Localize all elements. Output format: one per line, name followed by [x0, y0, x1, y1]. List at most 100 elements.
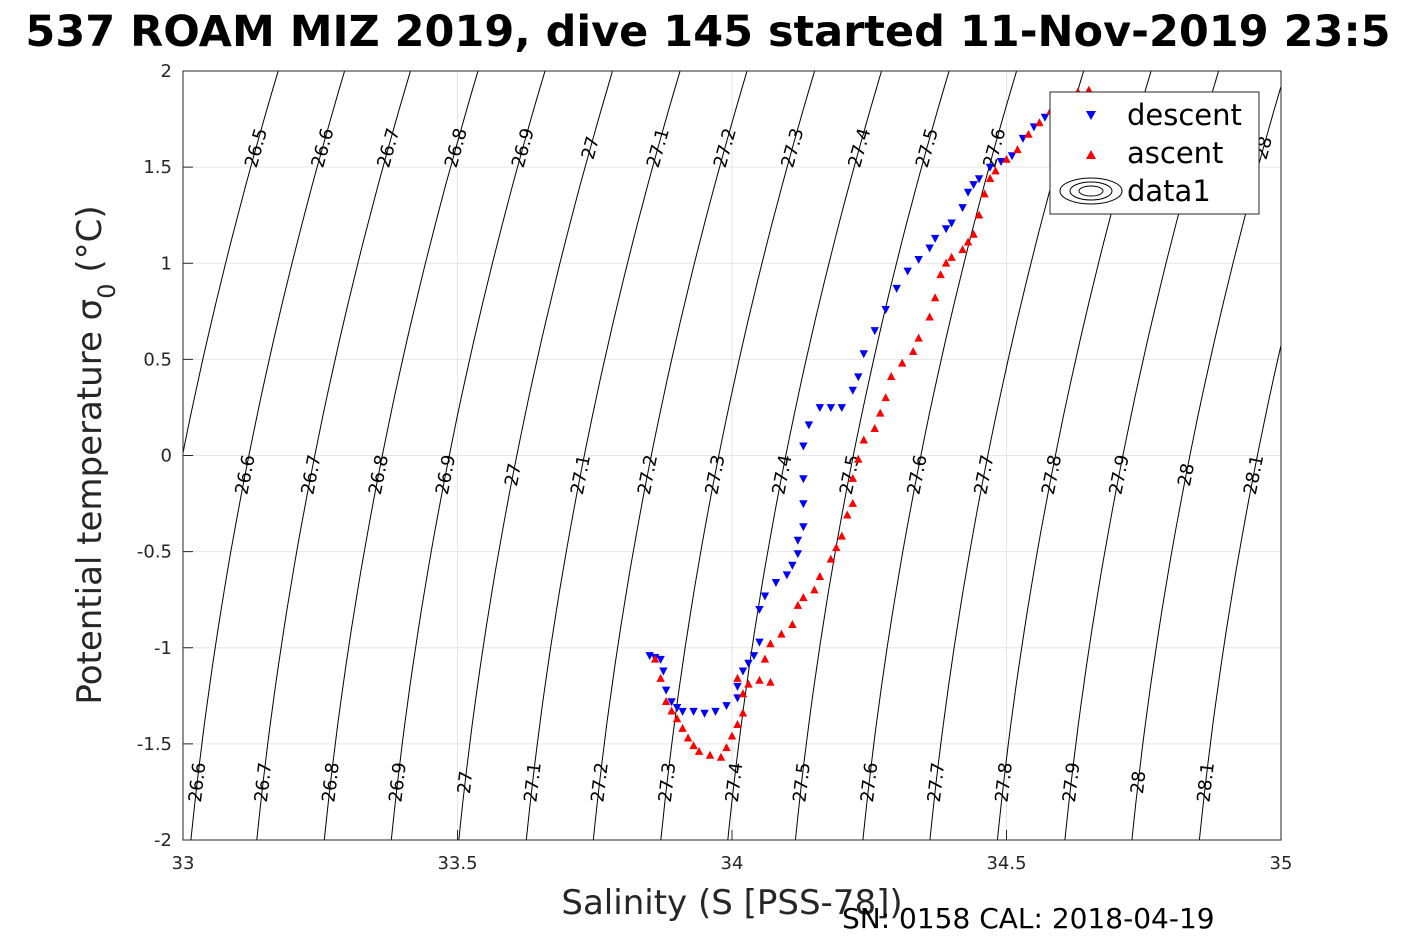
x-tick-label: 33.5 — [437, 853, 477, 874]
descent-point — [914, 256, 923, 265]
ascent-point — [810, 585, 819, 594]
descent-point — [678, 707, 687, 716]
ascent-point — [722, 743, 731, 752]
data-series — [645, 85, 1094, 761]
ascent-point — [980, 189, 989, 198]
x-axis-label: Salinity (S [PSS-78]) — [561, 883, 902, 923]
ascent-point — [969, 229, 978, 238]
descent-point — [974, 175, 984, 184]
ascent-point — [678, 723, 687, 732]
ascent-point — [848, 498, 857, 507]
legend-ascent-marker — [1086, 150, 1096, 159]
ascent-point — [661, 696, 671, 705]
isopycnal-label: 26.9 — [385, 761, 410, 803]
ascent-point — [876, 408, 885, 417]
y-tick-label: -2 — [154, 830, 172, 851]
isopycnal-label: 26.7 — [251, 761, 276, 803]
isopycnal-label: 27.9 — [1059, 761, 1084, 803]
y-axis-label: Potential temperature σ0 (°C) — [70, 205, 121, 704]
descent-point — [771, 579, 781, 588]
isopycnal-label: 28.1 — [1193, 761, 1218, 803]
ascent-point — [689, 741, 698, 750]
descent-point — [659, 667, 668, 676]
ascent-point — [854, 454, 863, 463]
isopycnal-label: 28 — [1127, 770, 1150, 795]
isopycnal-line — [794, 71, 950, 840]
descent-point — [870, 327, 879, 336]
y-tick-label: 0 — [161, 446, 172, 467]
descent-point — [711, 707, 720, 716]
ascent-point — [925, 312, 934, 321]
ascent-point — [832, 543, 841, 552]
y-tick-label: -1 — [154, 638, 172, 659]
isopycnal-label: 28 — [1174, 462, 1199, 488]
ascent-point — [738, 708, 748, 717]
y-tick-label: 1 — [161, 253, 172, 274]
isopycnal-label: 27.4 — [722, 761, 747, 803]
ascent-point — [897, 358, 907, 367]
descent-point — [799, 475, 808, 484]
isopycnal-label: 27.6 — [857, 761, 882, 803]
isopycnal-line — [862, 71, 1018, 840]
ascent-point — [656, 673, 665, 682]
descent-point — [941, 225, 951, 234]
ascent-point — [859, 435, 868, 444]
isopycnal-label: 27.5 — [789, 761, 814, 803]
descent-point — [722, 702, 731, 711]
ascent-point — [672, 714, 682, 723]
descent-point — [903, 267, 912, 276]
descent-point — [755, 638, 764, 647]
descent-point — [804, 421, 814, 430]
isopycnal-line — [390, 71, 546, 840]
isopycnal-label: 26.6 — [185, 761, 210, 803]
descent-point — [700, 709, 709, 718]
descent-point — [892, 284, 901, 293]
x-tick-label: 34.5 — [986, 853, 1026, 874]
isopycnal-line — [458, 71, 613, 840]
descent-point — [963, 188, 973, 197]
descent-point — [1040, 113, 1050, 122]
y-tick-label: 2 — [161, 61, 172, 82]
descent-point — [848, 386, 857, 395]
legend-contour-icon — [1059, 177, 1123, 205]
isopycnal-line — [190, 71, 346, 840]
y-axis-label-subscript: 0 — [93, 283, 121, 298]
ascent-point — [936, 270, 945, 279]
descent-point — [799, 500, 808, 509]
ascent-point — [914, 333, 923, 342]
ascent-point — [985, 174, 995, 183]
ascent-point — [788, 620, 797, 629]
y-tick-label: 1.5 — [143, 157, 172, 178]
chart-title: 537 ROAM MIZ 2019, dive 145 started 11-N… — [25, 7, 1390, 57]
ascent-point — [727, 731, 737, 740]
descent-point — [947, 219, 956, 228]
descent-point — [881, 306, 890, 315]
ascent-point — [799, 593, 808, 602]
descent-point — [815, 404, 825, 413]
ascent-point — [744, 679, 753, 688]
legend-descent-label: descent — [1127, 98, 1242, 132]
y-axis-label-unit: (°C) — [70, 205, 110, 283]
ascent-point — [766, 677, 775, 686]
ascent-point — [826, 554, 836, 563]
isopycnal-label: 27.1 — [520, 761, 545, 803]
descent-point — [930, 234, 940, 243]
isopycnal-line — [323, 71, 479, 840]
x-tick-label: 33 — [172, 853, 195, 874]
legend-data1-label: data1 — [1127, 174, 1211, 208]
ascent-point — [870, 423, 879, 432]
isopycnal-line — [525, 71, 681, 840]
descent-point — [969, 181, 978, 190]
isopycnal-label: 27.2 — [587, 761, 612, 803]
ascent-point — [766, 639, 775, 648]
isopycnal-label: 27.3 — [655, 761, 680, 803]
y-tick-label: -0.5 — [137, 542, 172, 563]
ascent-point — [991, 166, 1000, 175]
ascent-point — [963, 237, 973, 246]
y-tick-label: 0.5 — [143, 349, 172, 370]
isopycnal-label: 26.8 — [318, 761, 343, 803]
descent-point — [689, 707, 698, 716]
ascent-point — [705, 750, 715, 759]
y-axis-label-main: Potential temperature — [70, 320, 110, 704]
